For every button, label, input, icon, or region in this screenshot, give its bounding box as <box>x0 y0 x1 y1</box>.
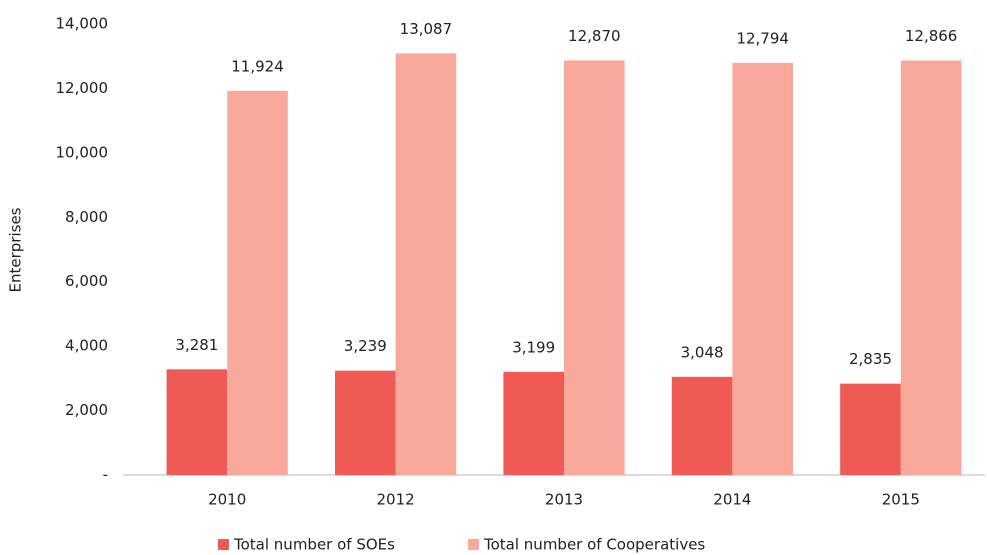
value-label: 3,281 <box>175 336 218 354</box>
value-label: 11,924 <box>231 57 284 75</box>
value-label: 3,239 <box>344 337 387 355</box>
y-tick-label: 14,000 <box>56 15 109 33</box>
y-tick-label: 8,000 <box>65 208 108 226</box>
value-label: 12,866 <box>905 27 958 45</box>
x-tick-label: 2010 <box>208 491 246 509</box>
value-label: 12,794 <box>736 29 789 47</box>
y-tick-label: 4,000 <box>65 337 108 355</box>
legend-label: Total number of Cooperatives <box>483 536 705 554</box>
legend-label: Total number of SOEs <box>233 536 395 554</box>
value-label: 2,835 <box>849 350 892 368</box>
bar <box>166 369 228 475</box>
y-tick-label: 12,000 <box>56 79 109 97</box>
y-tick-label: - <box>103 466 108 484</box>
x-tick-label: 2015 <box>882 491 920 509</box>
bar <box>732 62 794 475</box>
legend-swatch <box>468 539 479 550</box>
bar <box>503 371 564 475</box>
legend-swatch <box>218 539 229 550</box>
y-axis-label: Enterprises <box>7 207 25 292</box>
y-tick-label: 2,000 <box>65 401 108 419</box>
value-label: 3,199 <box>512 338 555 356</box>
bar <box>564 60 625 476</box>
bar <box>671 376 733 475</box>
x-tick-label: 2013 <box>545 491 583 509</box>
value-label: 13,087 <box>400 20 453 38</box>
x-tick-label: 2014 <box>713 491 751 509</box>
value-label: 12,870 <box>568 27 621 45</box>
bar <box>395 53 457 475</box>
value-label: 3,048 <box>681 343 724 361</box>
bar <box>840 383 901 475</box>
y-tick-label: 10,000 <box>56 143 109 161</box>
bar <box>334 370 396 475</box>
y-tick-label: 6,000 <box>65 272 108 290</box>
bar <box>900 60 962 475</box>
x-tick-label: 2012 <box>377 491 415 509</box>
bar <box>227 90 288 475</box>
